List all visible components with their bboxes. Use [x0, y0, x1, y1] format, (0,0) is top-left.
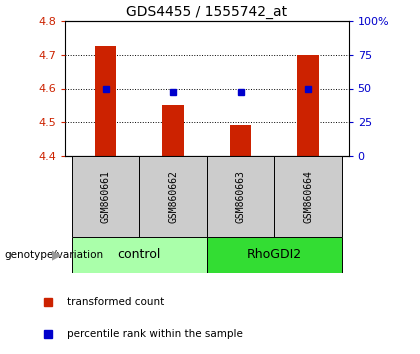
Text: control: control [118, 249, 161, 261]
Text: ▶: ▶ [52, 249, 61, 261]
Bar [72, 237, 207, 273]
Bar [139, 156, 207, 237]
Text: GSM860662: GSM860662 [168, 170, 178, 223]
Bar [274, 156, 342, 237]
Text: GSM860661: GSM860661 [101, 170, 110, 223]
Title: GDS4455 / 1555742_at: GDS4455 / 1555742_at [126, 5, 287, 19]
Bar [162, 105, 184, 156]
Bar [207, 156, 274, 237]
Text: GSM860663: GSM860663 [236, 170, 246, 223]
Bar [95, 46, 116, 156]
Bar [207, 237, 342, 273]
Bar [230, 126, 252, 156]
Text: genotype/variation: genotype/variation [4, 250, 103, 260]
Bar [72, 156, 139, 237]
Text: transformed count: transformed count [67, 297, 164, 307]
Text: RhoGDI2: RhoGDI2 [247, 249, 302, 261]
Bar [297, 55, 319, 156]
Text: GSM860664: GSM860664 [303, 170, 313, 223]
Text: percentile rank within the sample: percentile rank within the sample [67, 329, 243, 339]
